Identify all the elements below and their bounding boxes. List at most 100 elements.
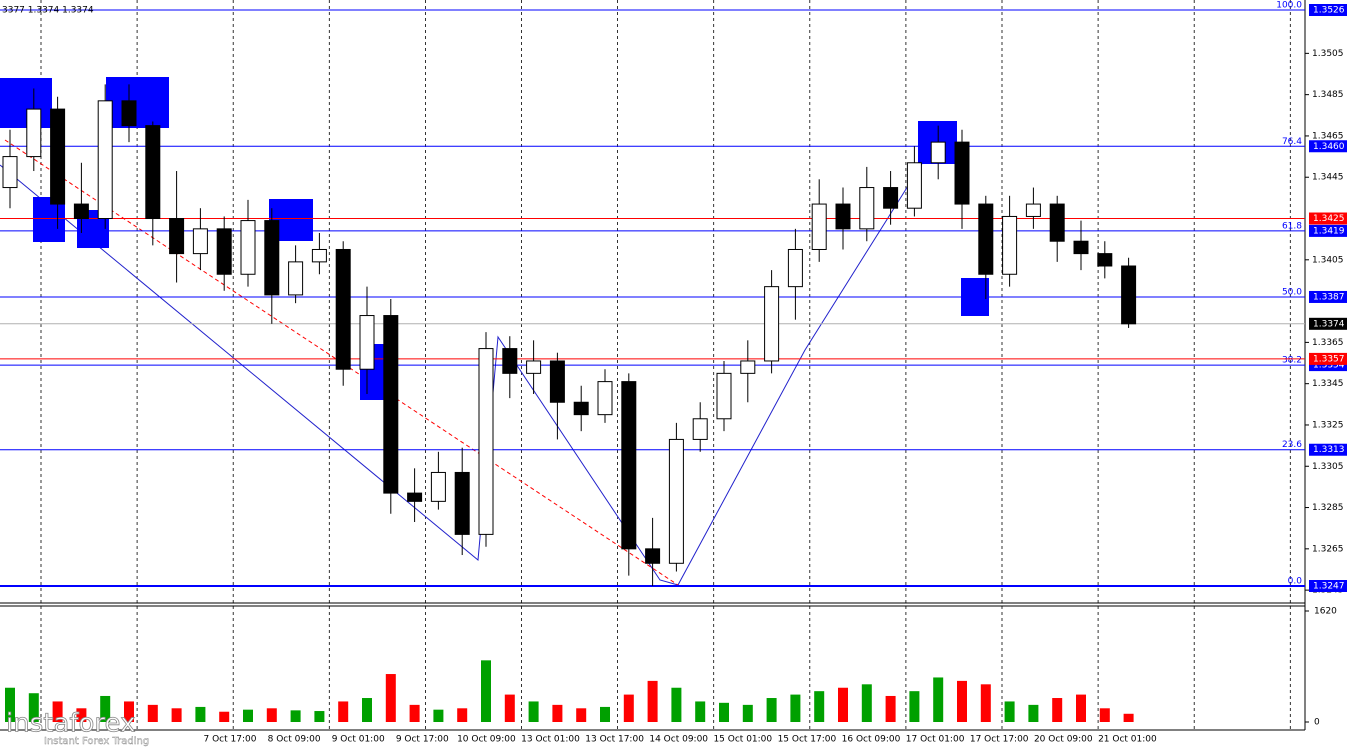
- candle-body: [740, 360, 756, 374]
- volume-bar: [314, 711, 325, 722]
- candle-body: [240, 220, 256, 275]
- fibo-price-box: [1309, 4, 1347, 16]
- volume-bar: [290, 710, 301, 722]
- volume-tick-label: 1620: [1314, 607, 1337, 617]
- volume-bar: [861, 684, 872, 722]
- fibo-price-box: [1309, 224, 1347, 237]
- candle-body: [2, 156, 18, 189]
- current-price-box: [1309, 317, 1347, 330]
- candle-body: [978, 203, 994, 275]
- y-tick-label: 1.3485: [1312, 90, 1344, 100]
- fibo-price-label: 1.3387: [1313, 292, 1345, 302]
- grid: [40, 0, 1291, 730]
- fibo-ratio: 61.8: [1282, 221, 1302, 231]
- volume-bar: [695, 701, 706, 722]
- candle-body: [407, 492, 423, 502]
- candle-body: [930, 141, 946, 164]
- y-tick-label: 1.3505: [1312, 49, 1344, 59]
- x-tick-label: 10 Oct 09:00: [457, 735, 516, 745]
- candle-body: [883, 187, 899, 209]
- volume-bar: [1052, 698, 1063, 722]
- fibo-price-label: 1.3526: [1313, 6, 1345, 16]
- candle-body: [50, 108, 66, 205]
- y-tick-label: 1.3265: [1312, 544, 1344, 554]
- candle-body: [645, 548, 661, 564]
- candle-body: [1025, 203, 1041, 217]
- volume-bar: [528, 701, 539, 722]
- y-tick-label: 1.3405: [1312, 255, 1344, 265]
- y-tick-label: 1.3465: [1312, 131, 1344, 141]
- candle-body: [764, 286, 780, 362]
- volume-bar: [1099, 708, 1110, 722]
- candle-body: [954, 141, 970, 205]
- candle-body: [383, 315, 399, 494]
- candle-body: [1049, 203, 1065, 242]
- volume-bar: [1076, 694, 1086, 722]
- fibo-price-label: 1.3247: [1313, 582, 1345, 592]
- level-price-box: [1309, 212, 1347, 225]
- level-price-label: 1.3357: [1313, 354, 1345, 364]
- candle-body: [597, 381, 613, 416]
- volume-bar: [957, 680, 967, 722]
- volume-bar: [576, 708, 587, 722]
- fibo-ratio: 100.0: [1276, 1, 1302, 11]
- x-tick-label: 17 Oct 17:00: [970, 735, 1029, 745]
- y-tick-label: 1.3325: [1312, 420, 1344, 430]
- volume-bar: [1123, 713, 1134, 722]
- volume-bar: [147, 704, 158, 722]
- candle-body: [811, 203, 827, 250]
- x-tick-label: 13 Oct 01:00: [521, 735, 580, 745]
- volume-bar: [409, 704, 420, 722]
- volume-bar: [504, 694, 515, 722]
- volume-bar: [481, 660, 491, 722]
- fibo-price-label: 1.3354: [1313, 361, 1345, 371]
- volume-bar: [742, 704, 753, 722]
- candle-body: [430, 471, 446, 502]
- fibo-ratio: 50.0: [1282, 287, 1302, 297]
- candle-body: [359, 315, 375, 370]
- volume-bar: [766, 698, 777, 722]
- fibo-ratio: 38.2: [1282, 356, 1302, 366]
- volume-bar: [433, 709, 444, 722]
- volume-bar: [219, 711, 230, 722]
- fibo-price-box: [1309, 443, 1347, 456]
- volume-bar: [457, 708, 468, 722]
- candle-body: [1073, 240, 1089, 255]
- y-tick-label: 1.3445: [1312, 173, 1344, 183]
- fibo-price-label: 1.3419: [1313, 226, 1345, 236]
- volume-bar: [647, 680, 658, 722]
- fibo-ratio: 0.0: [1288, 577, 1303, 587]
- candle-body: [121, 100, 137, 127]
- watermark-sub: Instant Forex Trading: [44, 736, 149, 747]
- trend-line-dashed: [4, 139, 679, 586]
- candle-body: [787, 248, 803, 288]
- x-tick-label: 9 Oct 17:00: [396, 735, 449, 745]
- candle-body: [1097, 253, 1113, 267]
- volume-bar: [671, 687, 682, 722]
- zones: [0, 77, 989, 400]
- volume-bar: [814, 691, 825, 722]
- volume-bar: [5, 687, 15, 722]
- candle-body: [1002, 215, 1018, 275]
- y-tick-label: 1.3285: [1312, 503, 1344, 513]
- level-price-box: [1309, 352, 1347, 365]
- x-tick-label: 7 Oct 17:00: [204, 735, 257, 745]
- fibo-ratio: 76.4: [1282, 137, 1302, 147]
- volume-bar: [600, 706, 610, 722]
- x-tick-label: 20 Oct 09:00: [1034, 735, 1093, 745]
- fibo-price-box: [1309, 290, 1347, 303]
- watermark: instaforex: [6, 709, 135, 739]
- candle-body: [192, 228, 208, 255]
- candle-body: [216, 228, 232, 275]
- fibo-ratio: 23.6: [1282, 440, 1302, 450]
- candle-body: [526, 360, 542, 374]
- candle-body: [311, 248, 327, 263]
- header: 3377 1.3374 1.3374: [2, 6, 94, 16]
- candle-body: [1121, 265, 1137, 325]
- y-tick-label: 1.3345: [1312, 379, 1344, 389]
- x-tick-label: 15 Oct 17:00: [778, 735, 837, 745]
- volume-tick-label: 0: [1314, 718, 1320, 728]
- trend-line: [0, 134, 941, 586]
